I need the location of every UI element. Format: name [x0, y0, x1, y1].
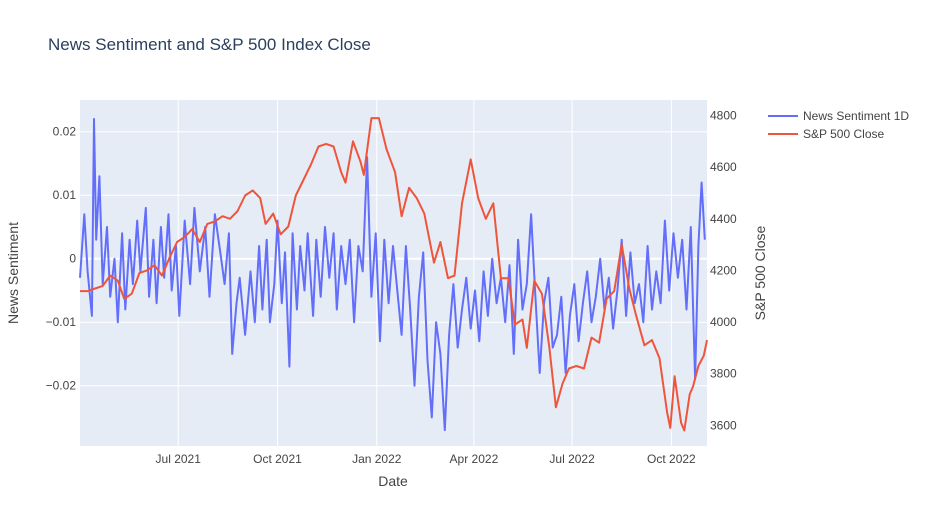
- chart-title: News Sentiment and S&P 500 Index Close: [48, 35, 371, 54]
- y-tick-label: 0.02: [53, 125, 77, 139]
- series-line-sp500: [80, 117, 708, 432]
- legend-item-news-sentiment[interactable]: News Sentiment 1D: [768, 109, 909, 123]
- series-line-news-sentiment: [79, 118, 706, 432]
- x-tick-label: Jan 2022: [352, 452, 402, 466]
- y2-tick-label: 4800: [710, 108, 737, 122]
- y-tick-label: −0.02: [46, 379, 77, 393]
- plot-area: [80, 100, 707, 446]
- y-axis-label: News Sentiment: [5, 222, 21, 324]
- x-tick-label: Oct 2021: [253, 452, 302, 466]
- y-tick-label: 0: [69, 252, 76, 266]
- y2-tick-label: 3600: [710, 418, 737, 432]
- y-axis-ticks: 0.02 0.01 0 −0.01 −0.02: [46, 125, 77, 393]
- y-tick-label: 0.01: [53, 188, 77, 202]
- y2-tick-label: 4200: [710, 263, 737, 277]
- legend-label-news-sentiment: News Sentiment 1D: [803, 109, 909, 123]
- legend[interactable]: News Sentiment 1D S&P 500 Close: [768, 109, 909, 141]
- y2-axis-ticks: 4800 4600 4400 4200 4000 3800 3600: [710, 108, 737, 432]
- x-tick-label: Oct 2022: [647, 452, 696, 466]
- x-axis-label: Date: [378, 473, 408, 489]
- y-tick-label: −0.01: [46, 315, 77, 329]
- legend-label-sp500: S&P 500 Close: [803, 127, 884, 141]
- x-axis-ticks: Jul 2021 Oct 2021 Jan 2022 Apr 2022 Jul 2022…: [156, 452, 697, 466]
- y2-tick-label: 4400: [710, 212, 737, 226]
- series-lines: [79, 117, 708, 432]
- x-tick-label: Jul 2022: [549, 452, 595, 466]
- legend-item-sp500[interactable]: S&P 500 Close: [768, 127, 884, 141]
- x-tick-label: Jul 2021: [156, 452, 202, 466]
- y2-tick-label: 4600: [710, 160, 737, 174]
- y2-tick-label: 3800: [710, 367, 737, 381]
- y2-axis-label: S&P 500 Close: [752, 225, 768, 320]
- x-tick-label: Apr 2022: [450, 452, 499, 466]
- y2-tick-label: 4000: [710, 315, 737, 329]
